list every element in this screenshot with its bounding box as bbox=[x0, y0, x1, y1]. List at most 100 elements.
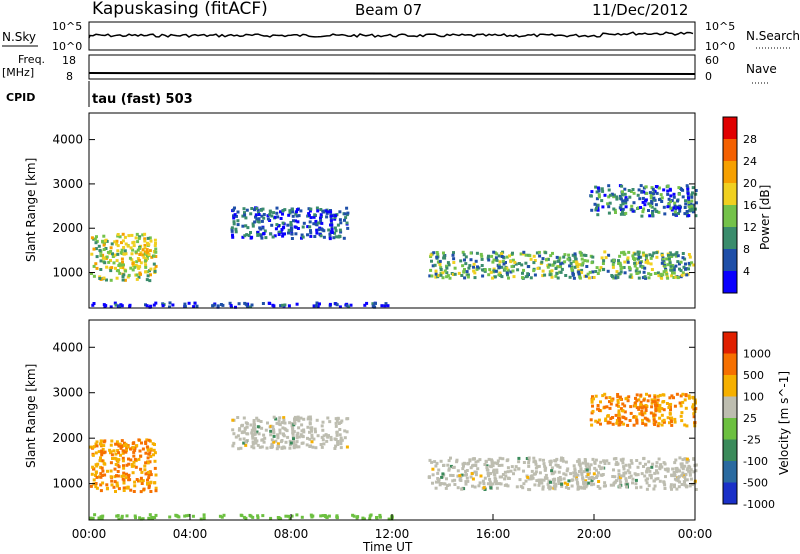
velocity-cell-0 bbox=[154, 486, 158, 490]
velocity-cell-1 bbox=[241, 423, 244, 427]
power-cell-0 bbox=[118, 271, 122, 275]
power-cell-3 bbox=[669, 206, 673, 210]
power-cell-2 bbox=[670, 274, 674, 278]
power-cell-0 bbox=[103, 239, 107, 243]
velocity-cell-1 bbox=[295, 433, 299, 437]
velocity-cell-3 bbox=[637, 407, 641, 411]
power-cell-2 bbox=[445, 271, 449, 275]
power-cell-2 bbox=[628, 275, 632, 279]
velocity-cell-2 bbox=[658, 464, 662, 468]
velocity-cell-1 bbox=[307, 415, 311, 419]
velocity-cell-2 bbox=[471, 464, 474, 468]
nsky-label: N.Sky bbox=[2, 30, 36, 44]
velocity-cell-2 bbox=[465, 476, 469, 480]
power-cell-2 bbox=[636, 250, 640, 254]
power-cell-2 bbox=[544, 251, 548, 255]
velocity-cell-4 bbox=[134, 516, 137, 520]
velocity-cell-3 bbox=[622, 422, 626, 426]
power-cell-1 bbox=[280, 228, 284, 231]
velocity-cell-0 bbox=[153, 451, 157, 455]
velocity-cell-2 bbox=[474, 464, 478, 467]
velocity-cell-3 bbox=[603, 405, 607, 409]
velocity-cell-2 bbox=[485, 468, 489, 472]
power-cell-1 bbox=[266, 214, 270, 218]
velocity-cell-1 bbox=[345, 445, 349, 449]
velocity-cell-2 bbox=[471, 484, 474, 488]
power-cell-4 bbox=[279, 304, 283, 308]
velocity-cell-1 bbox=[266, 421, 269, 425]
velocity-cell-3 bbox=[685, 424, 689, 428]
velocity-cell-0 bbox=[148, 471, 152, 475]
power-cell-3 bbox=[628, 195, 632, 199]
power-cell-1 bbox=[306, 225, 310, 229]
velocity-cell-4 bbox=[352, 514, 356, 518]
power-cell-2 bbox=[441, 271, 445, 275]
power-cell-2 bbox=[687, 267, 690, 271]
velocity-cell-2 bbox=[559, 458, 563, 462]
power-cell-1 bbox=[247, 234, 251, 237]
velocity-cell-2 bbox=[653, 471, 657, 475]
velocity-cell-2 bbox=[505, 459, 509, 463]
velocity-cell-2 bbox=[647, 460, 651, 464]
power-cell-3 bbox=[630, 204, 634, 208]
velocity-cell-2 bbox=[541, 485, 545, 489]
power-cell-2 bbox=[491, 260, 495, 264]
power-cell-3 bbox=[648, 191, 652, 195]
power-cell-2 bbox=[475, 267, 479, 271]
power-cell-2 bbox=[463, 258, 466, 262]
velocity-cell-1 bbox=[320, 435, 324, 439]
power-cell-3 bbox=[618, 194, 622, 198]
velocity-cell-1 bbox=[321, 428, 325, 432]
velocity-cell-1 bbox=[254, 437, 258, 441]
power-cell-0 bbox=[105, 278, 108, 282]
power-cell-2 bbox=[672, 276, 676, 279]
velocity-cell-2 bbox=[437, 478, 441, 482]
power-cell-4 bbox=[363, 303, 367, 307]
power-cell-2 bbox=[622, 250, 626, 254]
velocity-cell-2 bbox=[600, 473, 604, 477]
velocity-cell-2 bbox=[495, 486, 499, 490]
power-cell-3 bbox=[632, 191, 636, 195]
power-cell-2 bbox=[503, 267, 507, 271]
velocity-cell-2 bbox=[621, 457, 625, 461]
power-cell-2 bbox=[513, 260, 517, 264]
power-cell-0 bbox=[116, 252, 120, 256]
velocity-cell-2 bbox=[663, 487, 667, 490]
power-cell-2 bbox=[490, 254, 494, 258]
power-cell-2 bbox=[500, 265, 504, 269]
power-cell-0 bbox=[131, 262, 135, 266]
power-cell-1 bbox=[325, 211, 329, 215]
velocity-cell-3 bbox=[590, 423, 594, 427]
velocity-cell-2 bbox=[681, 458, 685, 462]
power-cell-0 bbox=[120, 241, 123, 245]
velocity-cell-1 bbox=[310, 435, 314, 439]
power-cell-3 bbox=[694, 214, 698, 218]
velocity-cell-3 bbox=[589, 418, 593, 422]
velocity-cell-3 bbox=[679, 394, 683, 398]
power-cell-2 bbox=[579, 253, 583, 257]
velocity-cell-1 bbox=[334, 444, 338, 448]
power-cell-0 bbox=[144, 259, 147, 263]
velocity-cell-2 bbox=[498, 456, 502, 460]
velocity-cell-2 bbox=[677, 469, 681, 473]
velocity-cell-0 bbox=[109, 469, 113, 473]
velocity-cell-2 bbox=[464, 482, 468, 486]
power-cell-3 bbox=[641, 200, 645, 204]
velocity-cell-2 bbox=[501, 473, 505, 476]
power-cell-2 bbox=[617, 262, 621, 265]
power-cell-3 bbox=[651, 211, 654, 215]
velocity-cell-4 bbox=[99, 515, 103, 519]
power-cell-2 bbox=[442, 256, 446, 260]
power-cell-3 bbox=[647, 202, 651, 206]
velocity-cell-3 bbox=[608, 406, 612, 410]
velocity-cell-2 bbox=[503, 477, 507, 481]
velocity-cell-2 bbox=[532, 472, 536, 476]
velocity-cell-2 bbox=[580, 486, 584, 490]
power-cell-2 bbox=[497, 265, 501, 269]
power-cell-3 bbox=[624, 201, 628, 205]
power-cell-2 bbox=[497, 254, 501, 258]
velocity-cell-3 bbox=[678, 401, 682, 405]
velocity-ytick-label: 1000 bbox=[52, 477, 83, 491]
power-cell-2 bbox=[437, 273, 441, 277]
power-cell-2 bbox=[493, 275, 497, 279]
